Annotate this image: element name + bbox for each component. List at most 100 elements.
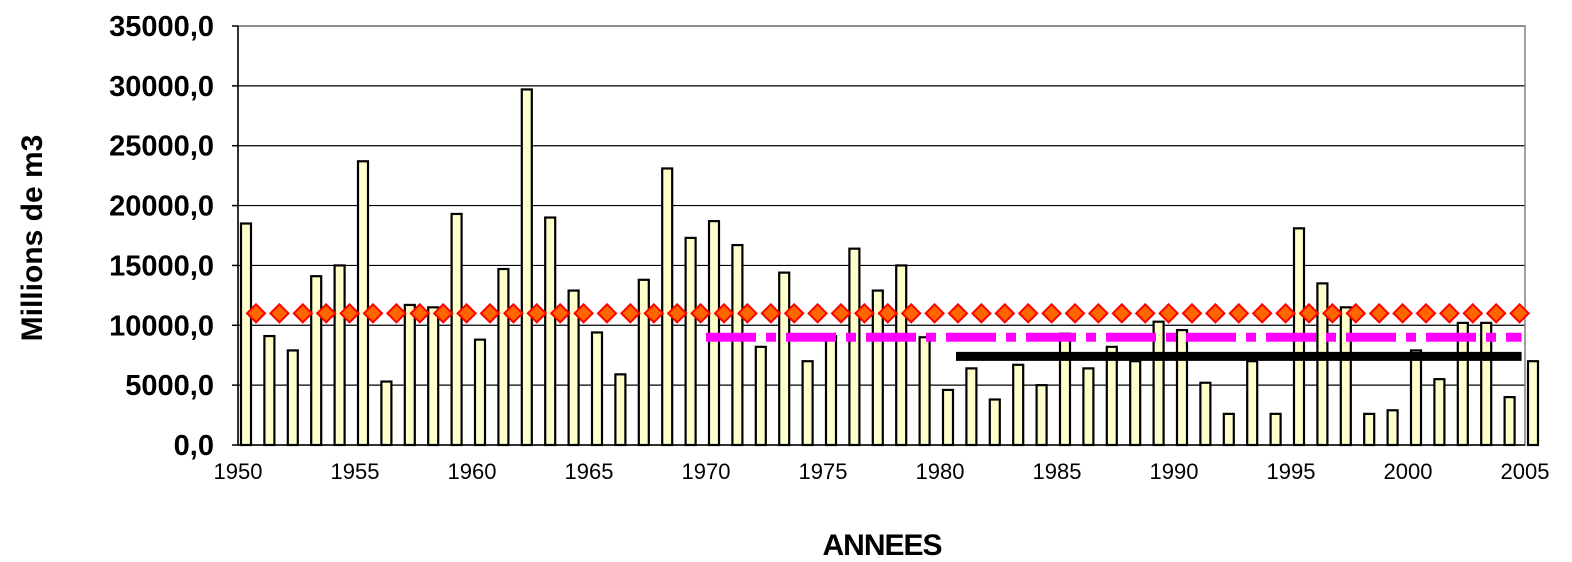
bar: [473, 338, 487, 447]
x-tick-label: 1970: [682, 459, 731, 484]
mean-marker: [1064, 302, 1086, 324]
mean-marker: [619, 302, 641, 324]
x-tick-label: 1985: [1033, 459, 1082, 484]
bar: [356, 160, 370, 447]
mean-marker: [1509, 302, 1531, 324]
bar: [544, 216, 557, 447]
mean-marker: [1275, 302, 1297, 324]
x-tick-label: 1955: [331, 459, 380, 484]
mean-marker: [315, 302, 337, 324]
mean-marker: [502, 302, 524, 324]
x-tick-label: 1960: [448, 459, 497, 484]
mean-marker: [924, 302, 946, 324]
mean-marker: [1158, 302, 1180, 324]
bar: [684, 236, 697, 447]
bar: [450, 212, 463, 447]
x-tick-label: 1990: [1150, 459, 1199, 484]
bar: [333, 264, 346, 447]
bar: [310, 275, 323, 447]
y-tick-labels: 0,0 5000,0 10000,0 15000,0 20000,0 25000,0 300…: [109, 11, 214, 462]
bar: [754, 345, 767, 447]
bar: [1246, 360, 1259, 447]
mean-marker: [1415, 302, 1437, 324]
bar: [1386, 409, 1399, 447]
mean-marker: [690, 302, 712, 324]
bar: [824, 334, 838, 447]
mean-marker: [1111, 302, 1133, 324]
bar: [1082, 367, 1095, 447]
mean-marker: [853, 302, 875, 324]
mean-marker: [1041, 302, 1063, 324]
mean-marker: [807, 302, 829, 324]
mean-marker: [1017, 302, 1039, 324]
mean-marker: [456, 302, 478, 324]
y-tick-label: 10000,0: [109, 310, 214, 342]
x-tick-label: 1995: [1267, 459, 1316, 484]
x-tick-label: 1965: [565, 459, 614, 484]
mean-marker: [783, 302, 805, 324]
mean-marker: [385, 302, 407, 324]
mean-markers: [245, 302, 1531, 324]
mean-marker: [1228, 302, 1250, 324]
mean-marker: [245, 302, 267, 324]
bar: [239, 222, 253, 447]
mean-marker: [830, 302, 852, 324]
mean-marker: [432, 302, 454, 324]
bar: [1035, 384, 1048, 447]
mean-marker: [292, 302, 314, 324]
mean-marker: [713, 302, 735, 324]
mean-marker: [1181, 302, 1203, 324]
bar: [427, 306, 440, 447]
bar: [1222, 412, 1235, 447]
bar: [1363, 412, 1376, 447]
y-tick-label: 5000,0: [125, 370, 214, 402]
y-tick-label: 20000,0: [109, 191, 214, 223]
bar: [520, 88, 533, 447]
mean-marker: [573, 302, 595, 324]
mean-marker: [549, 302, 571, 324]
bar: [1526, 360, 1540, 447]
mean-marker: [666, 302, 688, 324]
mean-lines: [706, 332, 1522, 361]
bar: [848, 247, 861, 447]
y-axis-title: Millions de m3: [16, 135, 49, 342]
mean-marker: [947, 302, 969, 324]
mean-marker: [900, 302, 922, 324]
bar: [1199, 381, 1212, 447]
mean-marker: [596, 302, 618, 324]
bar: [497, 267, 510, 447]
y-tick-label: 30000,0: [109, 71, 214, 103]
bar: [895, 264, 908, 447]
mean-marker: [479, 302, 501, 324]
axes: [232, 25, 1525, 446]
mean-marker: [1251, 302, 1273, 324]
mean-marker: [1485, 302, 1507, 324]
mean-marker: [1134, 302, 1156, 324]
bar: [1269, 412, 1282, 447]
x-tick-label: 1980: [916, 459, 965, 484]
mean-marker: [736, 302, 758, 324]
mean-marker: [268, 302, 290, 324]
mean-marker: [1087, 302, 1109, 324]
bar: [1058, 332, 1072, 447]
y-tick-label: 25000,0: [109, 131, 214, 163]
y-tick-label: 15000,0: [109, 250, 214, 282]
bar: [941, 388, 955, 447]
mean-marker: [362, 302, 384, 324]
mean-marker: [1368, 302, 1390, 324]
y-tick-label: 0,0: [174, 430, 214, 462]
bar: [637, 278, 650, 447]
bar: [1339, 306, 1352, 447]
bar: [1105, 345, 1118, 447]
mean-marker: [1298, 302, 1320, 324]
mean-marker: [643, 302, 665, 324]
bar: [661, 167, 674, 447]
mean-marker: [1345, 302, 1367, 324]
bar: [1012, 363, 1025, 447]
bar: [1129, 360, 1142, 447]
x-axis-title: ANNEES: [822, 529, 941, 562]
mean-marker: [339, 302, 361, 324]
x-tick-label: 1975: [799, 459, 848, 484]
y-tick-label: 35000,0: [109, 11, 214, 43]
bar: [1175, 328, 1189, 447]
